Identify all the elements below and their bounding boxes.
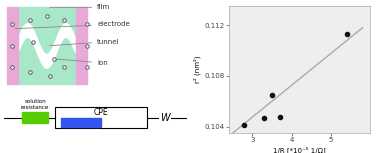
- Polygon shape: [18, 24, 76, 68]
- Point: [269, 94, 275, 96]
- Text: film: film: [50, 4, 110, 10]
- Y-axis label: r² (nm²): r² (nm²): [194, 56, 201, 83]
- Text: W: W: [160, 113, 169, 123]
- Text: ion: ion: [57, 59, 108, 66]
- Bar: [55, 107, 147, 128]
- Bar: [18, 7, 76, 84]
- Text: electrode: electrode: [15, 21, 130, 29]
- Point: [261, 117, 267, 119]
- Bar: [7, 7, 18, 84]
- Point: [277, 115, 283, 118]
- Point: [242, 124, 248, 127]
- Text: tunnel: tunnel: [50, 39, 120, 46]
- Bar: [61, 118, 101, 127]
- X-axis label: 1/R [*10⁻⁵ 1/Ω]: 1/R [*10⁻⁵ 1/Ω]: [273, 146, 326, 153]
- Bar: [76, 7, 87, 84]
- Text: CPE: CPE: [93, 108, 108, 117]
- Bar: [22, 112, 48, 123]
- Text: film resistance: film resistance: [63, 120, 99, 125]
- Point: [344, 33, 350, 35]
- Text: solution
resistance: solution resistance: [21, 99, 49, 110]
